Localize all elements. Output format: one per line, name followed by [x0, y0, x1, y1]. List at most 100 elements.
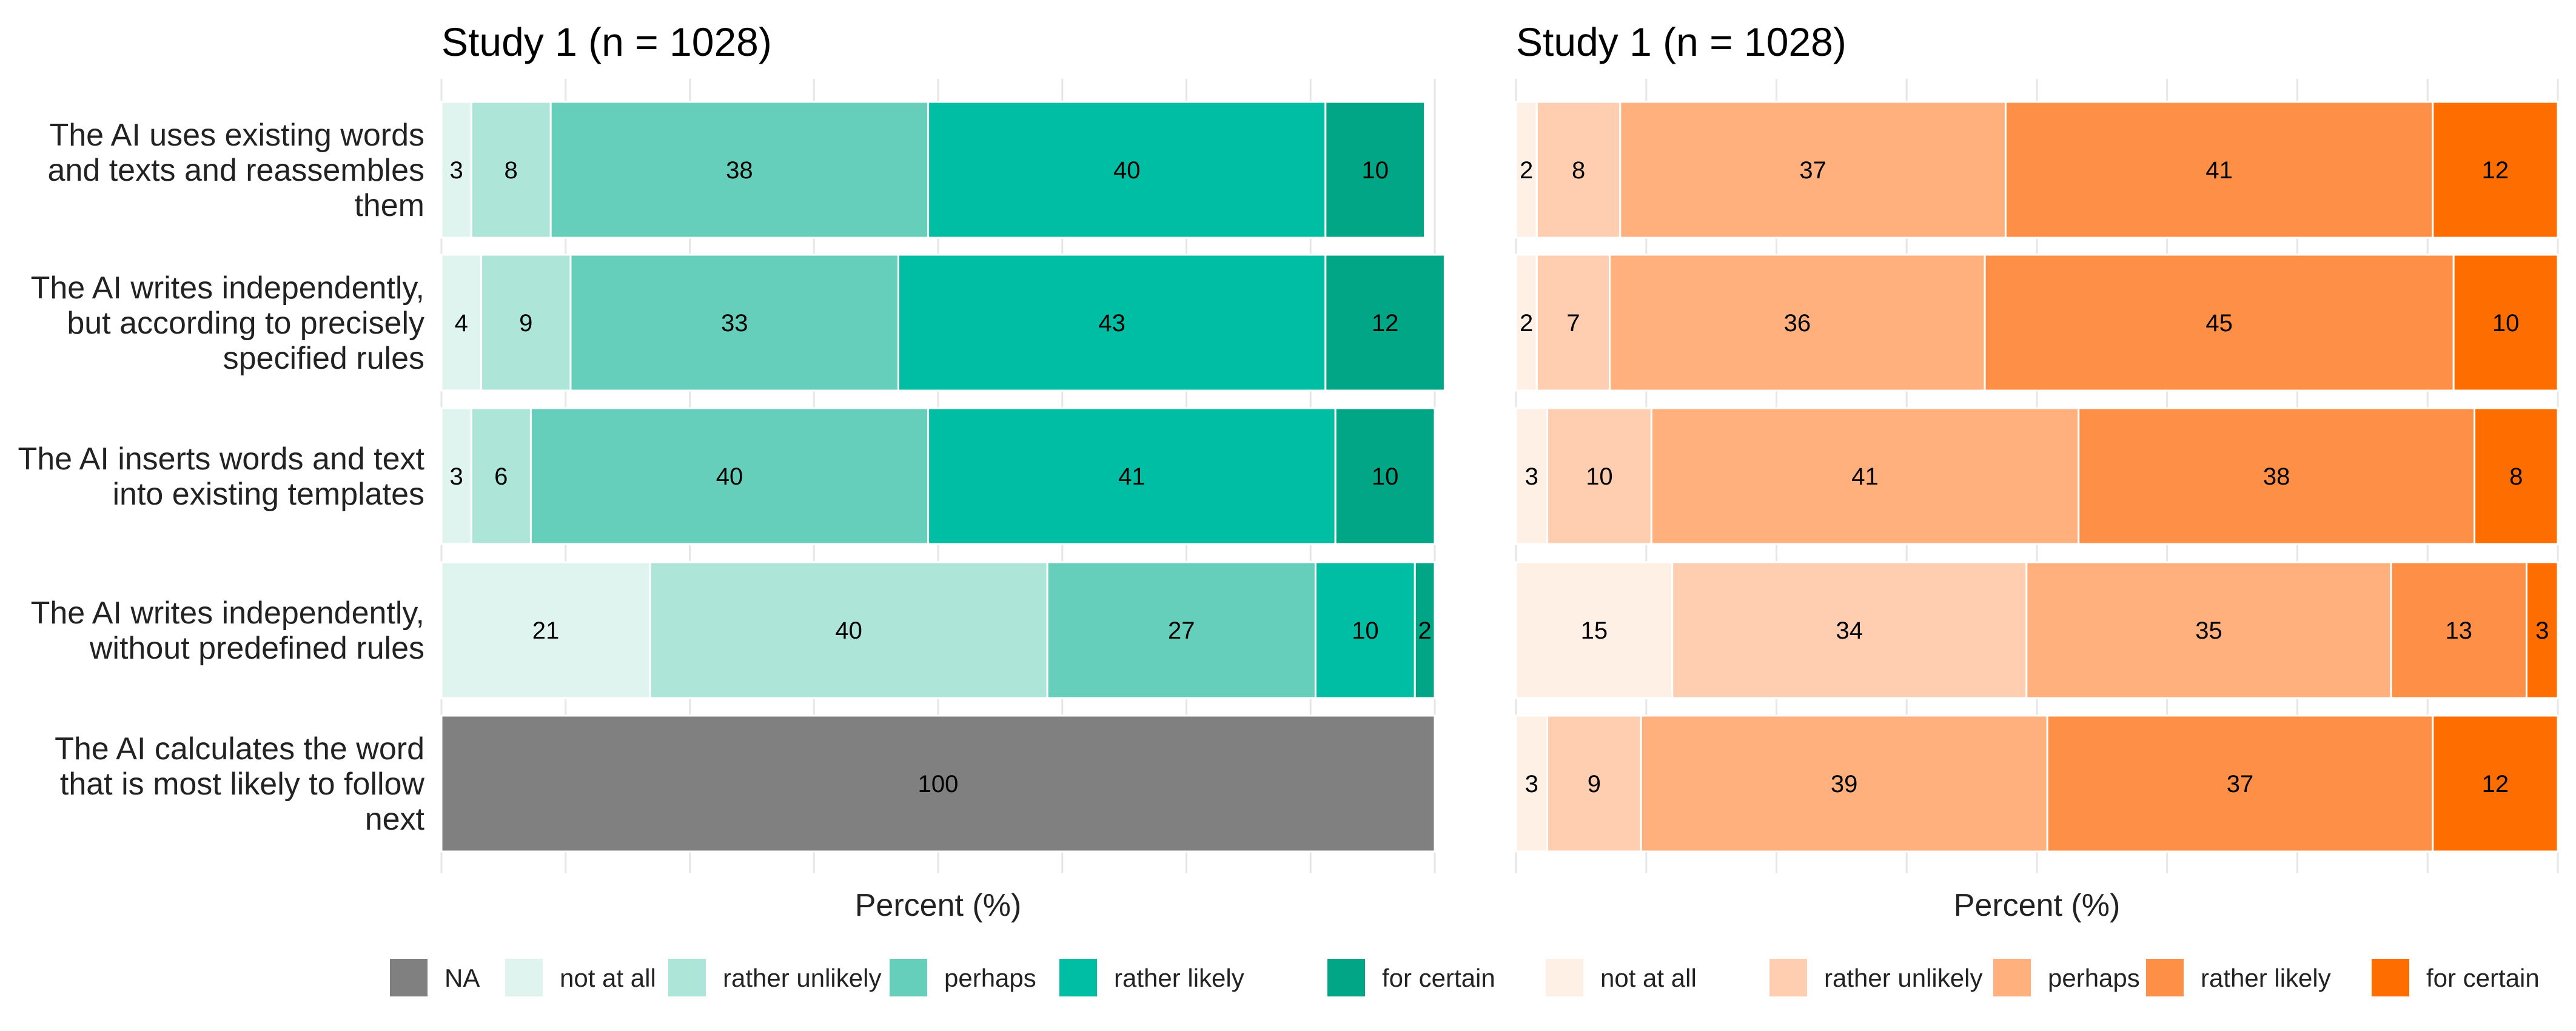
legend-swatch — [890, 959, 927, 996]
segment-label: 37 — [2227, 771, 2254, 798]
segment-label: 33 — [721, 310, 748, 337]
segment-label: 10 — [2492, 310, 2520, 337]
category-label: The AI uses existing words and texts and … — [48, 118, 424, 223]
legend-label: rather unlikely — [1824, 964, 1982, 992]
legend-label: NA — [444, 964, 480, 992]
segment-label: 12 — [2482, 157, 2509, 184]
category-label-line: without predefined rules — [89, 631, 424, 666]
segment-label: 7 — [1566, 310, 1580, 337]
bar-segment — [2452, 254, 2559, 392]
segment-label: 3 — [1525, 771, 1538, 798]
bar-segment — [440, 561, 651, 699]
legend-swatch — [668, 959, 706, 996]
legend-label: rather likely — [1114, 964, 1244, 992]
segment-label: 39 — [1831, 771, 1858, 798]
segment-label: 8 — [1572, 157, 1585, 184]
legend-swatch — [2372, 959, 2409, 996]
segment-label: 40 — [716, 463, 743, 490]
x-axis-title: Percent (%) — [855, 888, 1022, 923]
bar-segment — [549, 101, 930, 239]
bar-segment — [2390, 561, 2527, 699]
bar-segment — [1046, 561, 1317, 699]
bar-segment — [2474, 407, 2559, 545]
segment-label: 3 — [449, 157, 463, 184]
bar-segment — [1515, 254, 1538, 392]
segment-label: 41 — [1851, 463, 1879, 490]
segment-label: 38 — [2263, 463, 2290, 490]
segment-label: 40 — [835, 617, 862, 644]
bar-segment — [1609, 254, 1986, 392]
bar-segment — [1515, 714, 1549, 853]
legend-swatch — [1327, 959, 1365, 996]
bar-segment — [2004, 101, 2434, 239]
bar-segment — [1535, 101, 1622, 239]
segment-label: 45 — [2205, 310, 2233, 337]
segment-label: 2 — [1520, 157, 1533, 184]
panel-title: Study 1 (n = 1028) — [1516, 19, 1846, 64]
legend-label: not at all — [1600, 964, 1697, 992]
legend: NA not at all rather unlikely perhaps rather… — [390, 959, 2540, 996]
bar-segment — [1671, 561, 2028, 699]
category-label-line: and texts and reassembles — [48, 153, 424, 188]
bar-segment — [1515, 407, 1549, 545]
legend-label: for certain — [2426, 964, 2540, 992]
bar-segment — [1619, 101, 2007, 239]
category-label-line: The AI uses existing words — [49, 118, 424, 153]
segment-label: 34 — [1836, 617, 1863, 644]
panel-1: Study 1 (n = 1028)3 8 38 40 104 9 33 43 123 6 40 41… — [440, 19, 1446, 923]
category-label-line: specified rules — [223, 341, 424, 376]
segment-label: 13 — [2446, 617, 2473, 644]
legend-swatch — [1546, 959, 1583, 996]
legend-swatch — [1769, 959, 1807, 996]
bar-segment — [2525, 561, 2559, 699]
bar-segment — [2432, 714, 2559, 853]
segment-label: 41 — [1118, 463, 1145, 490]
x-axis-title: Percent (%) — [1954, 888, 2121, 923]
segment-label: 12 — [1372, 310, 1399, 337]
category-label: The AI calculates the word that is most l… — [55, 731, 424, 837]
segment-label: 10 — [1372, 463, 1399, 490]
segment-label: 12 — [2482, 771, 2509, 798]
category-label-line: The AI writes independently, — [31, 596, 424, 631]
segment-label: 37 — [1799, 157, 1826, 184]
segment-label: 2 — [1520, 310, 1533, 337]
bar-segment — [927, 101, 1327, 239]
panel-title: Study 1 (n = 1028) — [441, 19, 772, 64]
bar-segment — [529, 407, 930, 545]
bar-segment — [1640, 714, 2048, 853]
bar-segment — [1324, 254, 1446, 392]
segment-label: 3 — [1525, 463, 1538, 490]
category-label-line: into existing templates — [113, 477, 425, 512]
segment-label: 27 — [1168, 617, 1195, 644]
legend-swatch — [505, 959, 543, 996]
segment-label: 15 — [1581, 617, 1608, 644]
bar-segment — [1314, 561, 1416, 699]
segment-label: 8 — [2509, 463, 2523, 490]
bar-segment — [1324, 101, 1426, 239]
bar-segment — [1650, 407, 2080, 545]
legend-label: for certain — [1382, 964, 1495, 992]
bar-segment — [927, 407, 1337, 545]
legend-label: rather likely — [2201, 964, 2331, 992]
category-label: The AI writes independently, but accordin… — [31, 270, 424, 376]
legend-label: perhaps — [944, 964, 1036, 992]
segment-label: 6 — [494, 463, 508, 490]
segment-label: 10 — [1586, 463, 1613, 490]
segment-label: 40 — [1113, 157, 1141, 184]
category-label: The AI inserts words and text into existi… — [18, 442, 424, 512]
segment-label: 2 — [1418, 617, 1431, 644]
category-label-line: that is most likely to follow — [60, 767, 425, 802]
segment-label: 43 — [1098, 310, 1125, 337]
bar-segment — [440, 254, 483, 392]
segment-label: 10 — [1352, 617, 1379, 644]
segment-label: 4 — [455, 310, 468, 337]
segment-label: 9 — [519, 310, 532, 337]
category-labels: The AI uses existing words and texts and … — [18, 118, 424, 837]
legend-label: not at all — [560, 964, 656, 992]
segment-label: 9 — [1588, 771, 1601, 798]
bar-segment — [2432, 101, 2559, 239]
bar-segment — [440, 714, 1436, 853]
legend-label: perhaps — [2048, 964, 2140, 992]
legend-swatch — [2146, 959, 2184, 996]
